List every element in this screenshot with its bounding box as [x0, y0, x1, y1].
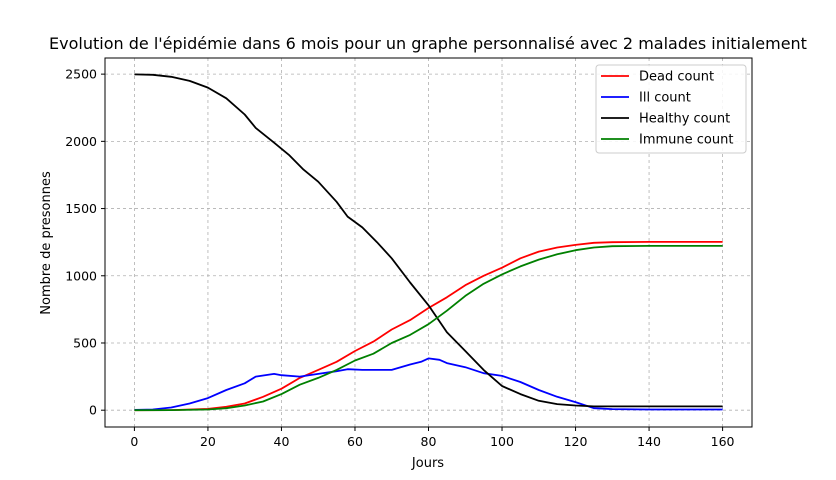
- legend-label-immune-count: Immune count: [639, 133, 733, 148]
- series-line-healthy-count: [134, 73, 723, 408]
- y-tick-label: 500: [73, 335, 97, 350]
- x-tick-label: 20: [200, 434, 216, 449]
- x-axis-label: Jours: [411, 456, 444, 471]
- series-line-ill-count: [134, 357, 723, 411]
- y-tick-label: 1500: [65, 201, 97, 216]
- x-tick-label: 40: [274, 434, 290, 449]
- y-tick-label: 0: [89, 403, 97, 418]
- x-tick-label: 100: [490, 434, 514, 449]
- x-tick-label: 0: [130, 434, 138, 449]
- legend-box: [595, 64, 747, 154]
- series-line-immune-count: [134, 245, 723, 412]
- x-tick-label: 140: [637, 434, 661, 449]
- plot-area-frame: [104, 57, 753, 428]
- y-tick-label: 2000: [65, 134, 97, 149]
- legend-label-dead-count: Dead count: [639, 70, 714, 85]
- legend-label-healthy-count: Healthy count: [639, 112, 730, 127]
- y-tick-label: 2500: [65, 67, 97, 82]
- legend: Dead count Ill count Healthy count Immune c…: [595, 64, 747, 154]
- axis-ticks: 0 20 40 60 80 100 120 140 160 0 500 1000 1500 2000 250…: [65, 67, 734, 449]
- x-tick-label: 60: [347, 434, 363, 449]
- x-tick-label: 80: [421, 434, 437, 449]
- series-line-dead-count: [134, 241, 723, 412]
- chart-title: Evolution de l'épidémie dans 6 mois pour…: [49, 34, 807, 53]
- y-axis-label: Nombre de presonnes: [39, 171, 54, 315]
- x-tick-label: 160: [711, 434, 735, 449]
- plot-lines: [134, 73, 723, 412]
- y-tick-label: 1000: [65, 268, 97, 283]
- x-tick-label: 120: [564, 434, 588, 449]
- legend-label-ill-count: Ill count: [639, 91, 691, 106]
